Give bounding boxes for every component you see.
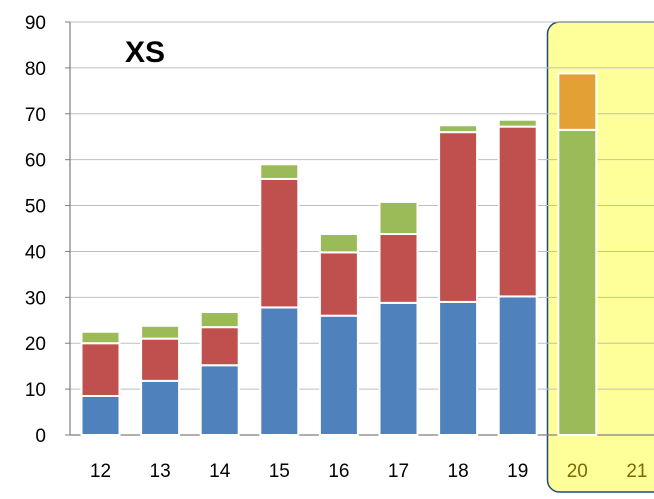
y-tick-label: 20 bbox=[25, 334, 46, 355]
x-tick-label: 14 bbox=[209, 461, 231, 482]
bar-segment-18-s3 bbox=[438, 124, 479, 134]
bar-segment-17-s2 bbox=[378, 233, 419, 304]
bar-segment-17-s3 bbox=[378, 200, 419, 236]
y-tick-label: 10 bbox=[25, 380, 46, 401]
bar-segment-16-s3 bbox=[318, 233, 359, 254]
y-tick-label: 90 bbox=[25, 13, 46, 34]
x-tick-label: 12 bbox=[90, 461, 111, 482]
bar-segment-19-s1 bbox=[497, 295, 538, 436]
bar-segment-15-s3 bbox=[259, 163, 300, 180]
x-tick-label: 20 bbox=[567, 461, 588, 482]
y-tick-label: 80 bbox=[25, 59, 46, 80]
bar-segment-13-s3 bbox=[140, 324, 181, 340]
bar-segment-20-s4 bbox=[557, 72, 598, 131]
x-tick-label: 21 bbox=[626, 461, 647, 482]
x-tick-label: 15 bbox=[269, 461, 290, 482]
x-axis-ticks: 12 13 14 15 16 17 18 19 20 21 bbox=[90, 461, 648, 482]
gridlines bbox=[69, 21, 654, 436]
bar-segment-17-s1 bbox=[378, 301, 419, 436]
bar-segment-19-s2 bbox=[497, 125, 538, 298]
y-tick-label: 60 bbox=[25, 151, 46, 172]
bar-segment-19-s3 bbox=[497, 118, 538, 128]
bar-segment-14-s2 bbox=[199, 326, 240, 367]
y-tick-label: 0 bbox=[35, 426, 46, 447]
bar-segment-12-s1 bbox=[80, 394, 121, 436]
bars bbox=[80, 72, 598, 437]
x-tick-label: 16 bbox=[328, 461, 349, 482]
bar-segment-12-s2 bbox=[80, 342, 121, 397]
y-tick-label: 50 bbox=[25, 197, 46, 218]
bar-segment-16-s1 bbox=[318, 314, 359, 437]
y-axis-ticks: 0 10 20 30 40 50 60 70 80 90 bbox=[25, 13, 70, 447]
bar-segment-14-s1 bbox=[199, 364, 240, 437]
x-tick-label: 17 bbox=[388, 461, 409, 482]
bar-segment-18-s2 bbox=[438, 131, 479, 303]
y-tick-label: 40 bbox=[25, 242, 46, 263]
bar-segment-13-s1 bbox=[140, 379, 181, 436]
bar-segment-15-s2 bbox=[259, 177, 300, 309]
x-tick-label: 13 bbox=[150, 461, 171, 482]
x-tick-label: 18 bbox=[448, 461, 469, 482]
bar-segment-14-s3 bbox=[199, 311, 240, 329]
bar-segment-20-s3 bbox=[557, 128, 598, 436]
bar-segment-12-s3 bbox=[80, 330, 121, 345]
bar-segment-16-s2 bbox=[318, 251, 359, 317]
x-tick-label: 19 bbox=[507, 461, 528, 482]
y-tick-label: 30 bbox=[25, 288, 46, 309]
chart-title: XS bbox=[125, 36, 165, 69]
bar-segment-18-s1 bbox=[438, 300, 479, 436]
bar-segment-13-s2 bbox=[140, 337, 181, 382]
bar-segment-15-s1 bbox=[259, 306, 300, 437]
y-tick-label: 70 bbox=[25, 105, 46, 126]
